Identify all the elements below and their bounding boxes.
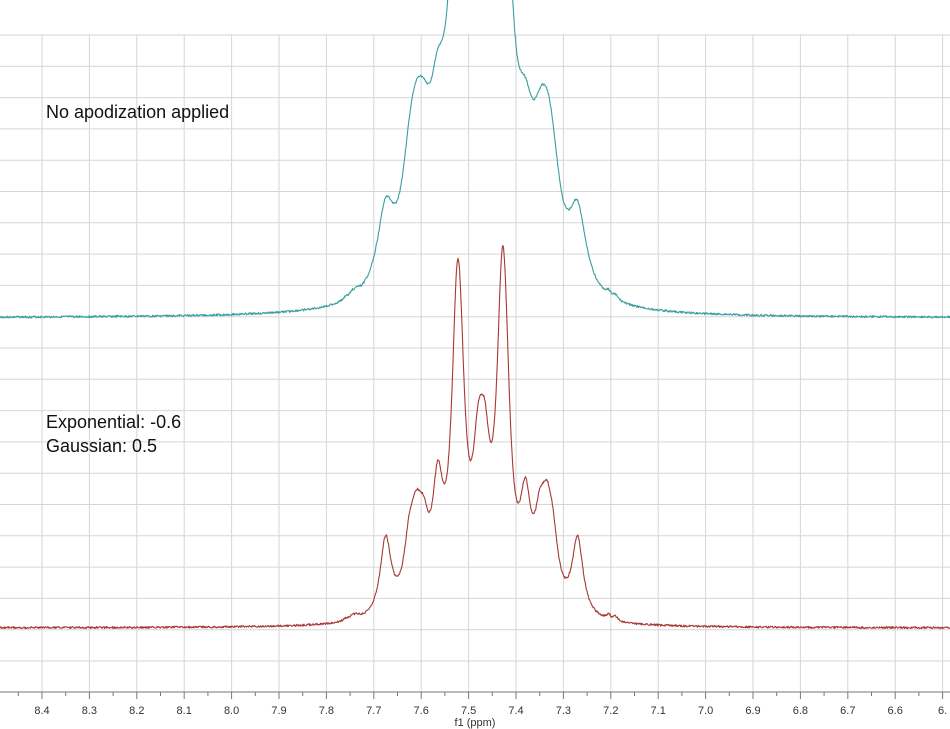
x-tick-label: 7.7 (366, 705, 381, 717)
grid-lines (0, 35, 950, 692)
annotation-exponential: Exponential: -0.6 (46, 410, 181, 434)
series-top-spectrum (0, 0, 950, 318)
x-tick-label: 7.2 (603, 705, 618, 717)
x-axis-ticks (18, 692, 942, 699)
x-tick-label: 6.6 (888, 705, 903, 717)
x-tick-label: 8.3 (82, 705, 97, 717)
series-group (0, 0, 950, 629)
x-tick-label: 7.3 (556, 705, 571, 717)
x-tick-label: 8.4 (34, 705, 49, 717)
x-axis-tick-labels: 8.4 8.3 8.2 8.1 8.0 7.9 7.8 7.7 7.6 7.5 7.4 7.3 7.2 7… (34, 705, 947, 717)
x-tick-label: 7.6 (414, 705, 429, 717)
x-tick-label: 6.8 (793, 705, 808, 717)
x-tick-label: 6. (938, 705, 947, 717)
x-tick-label: 7.9 (271, 705, 286, 717)
annotation-gaussian: Gaussian: 0.5 (46, 434, 157, 458)
x-tick-label: 6.7 (840, 705, 855, 717)
x-tick-label: 8.1 (177, 705, 192, 717)
x-tick-label: 8.0 (224, 705, 239, 717)
x-tick-label: 7.1 (651, 705, 666, 717)
annotation-no-apodization: No apodization applied (46, 100, 229, 124)
x-tick-label: 7.4 (508, 705, 523, 717)
x-tick-label: 8.2 (129, 705, 144, 717)
x-axis-title: f1 (ppm) (455, 717, 496, 729)
x-tick-label: 7.0 (698, 705, 713, 717)
x-tick-label: 7.5 (461, 705, 476, 717)
x-tick-label: 7.8 (319, 705, 334, 717)
x-tick-label: 6.9 (745, 705, 760, 717)
